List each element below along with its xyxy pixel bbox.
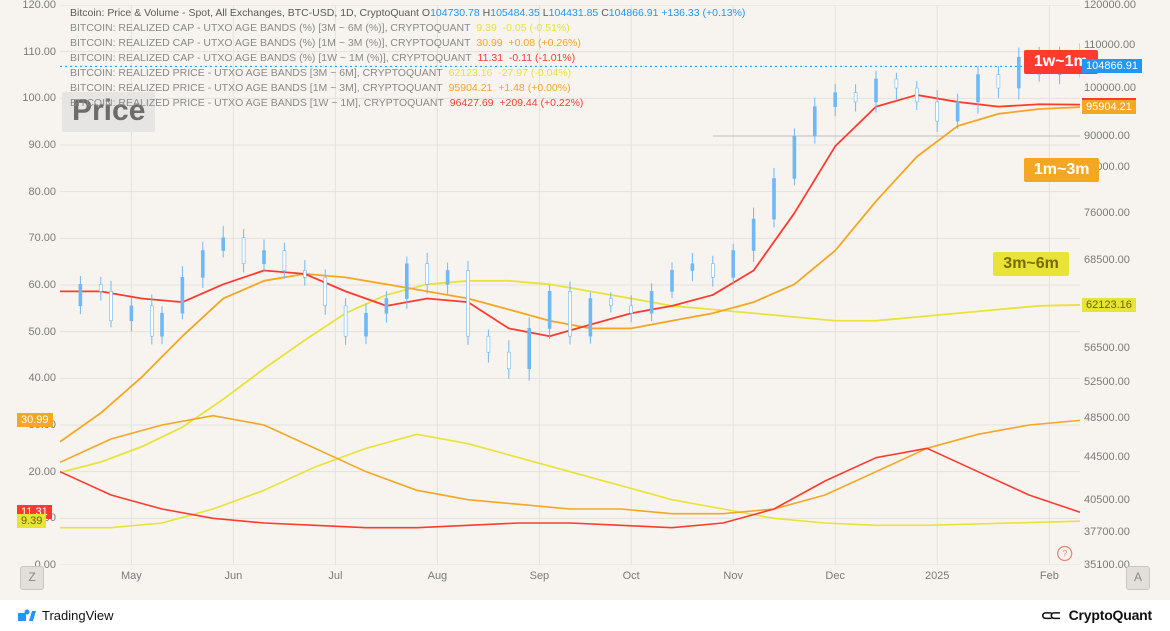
right-tick: 90000.00 (1084, 130, 1130, 142)
left-axis: 0.0010.0020.0030.0040.0050.0060.0070.008… (0, 0, 60, 565)
x-tick: Feb (1040, 570, 1059, 582)
x-tick: Nov (723, 570, 743, 582)
cryptoquant-logo: ⊂⊂ CryptoQuant (1041, 607, 1152, 624)
left-tick: 40.00 (28, 372, 56, 384)
zoom-reset-button[interactable]: Z (20, 566, 44, 590)
right-axis: 35100.0037700.0040500.0044500.0048500.00… (1080, 0, 1170, 565)
right-tick: 48500.00 (1084, 412, 1130, 424)
x-tick: May (121, 570, 142, 582)
legend: Bitcoin: Price & Volume - Spot, All Exch… (70, 6, 745, 111)
tradingview-icon (18, 609, 36, 623)
chart-area[interactable]: 0.0010.0020.0030.0040.0050.0060.0070.008… (0, 0, 1170, 600)
x-tick: Jun (225, 570, 243, 582)
right-tick: 68500.00 (1084, 254, 1130, 266)
cryptoquant-label: CryptoQuant (1069, 607, 1152, 623)
right-tick: 44500.00 (1084, 451, 1130, 463)
left-tick: 110.00 (23, 46, 56, 58)
right-value-badge: 95904.21 (1082, 100, 1136, 114)
band-label: 3m~6m (993, 252, 1069, 276)
left-tick: 60.00 (28, 279, 56, 291)
footer: TradingView ⊂⊂ CryptoQuant (0, 600, 1170, 631)
right-value-badge: 104866.91 (1082, 59, 1142, 73)
left-value-badge: 30.99 (17, 413, 53, 427)
tradingview-label: TradingView (42, 608, 114, 623)
tradingview-logo: TradingView (18, 608, 114, 623)
left-tick: 120.00 (22, 0, 56, 11)
x-tick: Dec (825, 570, 845, 582)
right-tick: 37700.00 (1084, 526, 1130, 538)
right-tick: 40500.00 (1084, 494, 1130, 506)
x-axis: May Jun Jul Aug Sep Oct Nov Dec 2025 Feb (60, 570, 1080, 590)
right-tick: 76000.00 (1084, 207, 1130, 219)
right-tick: 120000.00 (1084, 0, 1136, 11)
left-tick: 90.00 (28, 139, 56, 151)
right-tick: 56500.00 (1084, 342, 1130, 354)
auto-scale-button[interactable]: A (1126, 566, 1150, 590)
x-tick: Aug (428, 570, 448, 582)
x-tick: Jul (328, 570, 342, 582)
right-tick: 100000.00 (1084, 82, 1136, 94)
x-tick: 2025 (925, 570, 949, 582)
left-tick: 100.00 (22, 92, 56, 104)
right-value-badge: 62123.16 (1082, 298, 1136, 312)
left-tick: 50.00 (28, 326, 56, 338)
x-tick: Oct (623, 570, 640, 582)
chart-container: 0.0010.0020.0030.0040.0050.0060.0070.008… (0, 0, 1170, 631)
left-tick: 70.00 (28, 232, 56, 244)
right-tick: 52500.00 (1084, 376, 1130, 388)
left-value-badge: 9.39 (17, 514, 46, 528)
left-tick: 20.00 (28, 466, 56, 478)
left-tick: 80.00 (28, 186, 56, 198)
right-tick: 35100.00 (1084, 559, 1130, 571)
right-tick: 110000.00 (1084, 39, 1135, 51)
band-label: 1m~3m (1024, 158, 1100, 182)
x-tick: Sep (530, 570, 550, 582)
